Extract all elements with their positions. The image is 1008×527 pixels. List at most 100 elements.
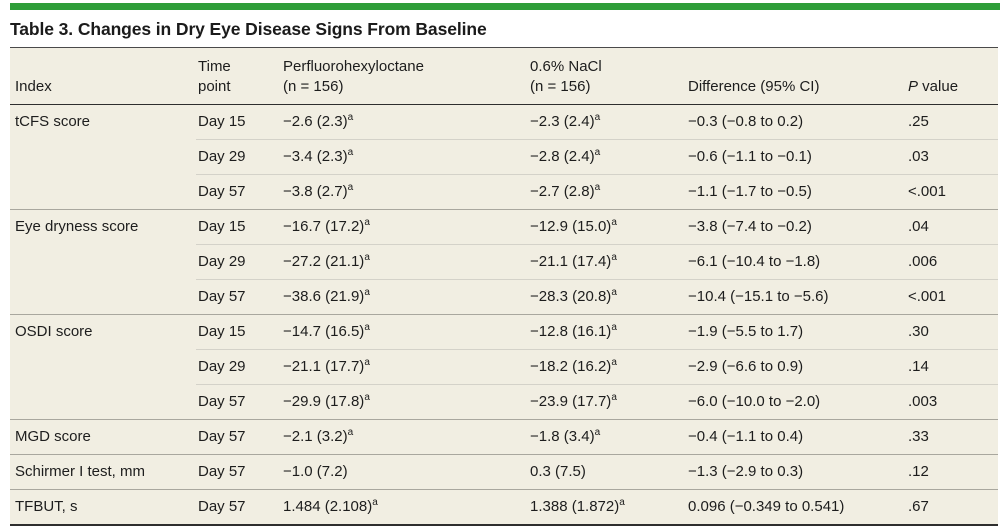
time-point-cell: Day 29 (196, 244, 281, 280)
perfluorohexyloctane-value-cell: −1.0 (7.2) (281, 454, 528, 490)
difference-cell: −0.4 (−1.1 to 0.4) (686, 419, 906, 455)
nacl-value-cell: −2.8 (2.4)a (528, 139, 686, 175)
footnote-marker: a (364, 252, 370, 263)
table-row: Schirmer I test, mm Day 57 −1.0 (7.2) 0.3 (… (10, 454, 998, 490)
perfluorohexyloctane-value-cell: 1.484 (2.108)a (281, 489, 528, 525)
footnote-marker: a (364, 322, 370, 333)
difference-cell: 0.096 (−0.349 to 0.541) (686, 489, 906, 525)
footnote-marker: a (619, 497, 625, 508)
perfluorohexyloctane-value-cell: −38.6 (21.9)a (281, 279, 528, 315)
perfluorohexyloctane-value-cell: −29.9 (17.8)a (281, 384, 528, 420)
nacl-value-cell: −23.9 (17.7)a (528, 384, 686, 420)
col-header-perfluorohexyloctane: Perfluorohexyloctane (n = 156) (281, 47, 528, 105)
header-row: Index Time point Perfluorohexyloctane (n… (10, 47, 998, 105)
p-value-cell: .25 (908, 113, 929, 130)
footnote-marker: a (364, 357, 370, 368)
index-cell: Schirmer I test, mm (10, 454, 196, 490)
p-value-cell: .30 (906, 314, 998, 350)
index-cell: TFBUT, s (10, 489, 196, 525)
p-rest: value (918, 78, 959, 95)
accent-bar (10, 3, 1000, 10)
footnote-marker: a (594, 147, 601, 158)
footnote-marker: a (364, 217, 370, 228)
time-point-cell: Day 57 (196, 174, 281, 210)
footnote-marker: a (364, 287, 370, 298)
footnote-marker: a (594, 112, 601, 123)
table-row: Day 57 −38.6 (21.9)a −28.3 (20.8)a −10.4 (−… (10, 279, 998, 315)
p-value-cell: .03 (906, 139, 998, 175)
nacl-value-cell: −18.2 (16.2)a (528, 349, 686, 385)
p-value-cell: .003 (906, 384, 998, 420)
time-point-cell: Day 57 (196, 419, 281, 455)
p-italic: P (908, 78, 919, 95)
p-value-cell: <.001 (906, 279, 998, 315)
difference-cell: −10.4 (−15.1 to −5.6) (686, 279, 906, 315)
difference-cell: −1.9 (−5.5 to 1.7) (686, 314, 906, 350)
table-row: Day 57 −29.9 (17.8)a −23.9 (17.7)a −6.0 (−1… (10, 384, 998, 420)
perfluorohexyloctane-value-cell: −2.1 (3.2)a (281, 419, 528, 455)
perfluorohexyloctane-value-cell: −2.6 (2.3)a (283, 112, 354, 131)
index-cell (10, 385, 196, 420)
footnote-marker: a (364, 392, 370, 403)
difference-cell: −3.8 (−7.4 to −0.2) (686, 209, 906, 245)
time-point-cell: Day 57 (196, 454, 281, 490)
footnote-marker: a (611, 392, 617, 403)
dry-eye-signs-table: Index Time point Perfluorohexyloctane (n… (10, 47, 998, 526)
footnote-marker: a (347, 182, 354, 193)
index-cell (10, 140, 196, 175)
footnote-marker: a (594, 182, 601, 193)
nacl-value-cell: −28.3 (20.8)a (528, 279, 686, 315)
table-row: Day 29 −3.4 (2.3)a −2.8 (2.4)a −0.6 (−1.1 t… (10, 139, 998, 175)
difference-cell: −0.6 (−1.1 to −0.1) (686, 139, 906, 175)
table-row: OSDI score Day 15 −14.7 (16.5)a −12.8 (16.1… (10, 314, 998, 350)
col-header-time-point: Time point (196, 47, 281, 105)
col-header-index: Index (10, 47, 196, 105)
nacl-value-cell: −12.9 (15.0)a (528, 209, 686, 245)
index-cell: Eye dryness score (10, 209, 196, 245)
difference-cell: −6.0 (−10.0 to −2.0) (686, 384, 906, 420)
footnote-marker: a (611, 252, 617, 263)
p-value-cell: <.001 (906, 174, 998, 210)
difference-cell: −1.1 (−1.7 to −0.5) (686, 174, 906, 210)
table-row: Day 57 −3.8 (2.7)a −2.7 (2.8)a −1.1 (−1.7 t… (10, 174, 998, 210)
time-point-cell: Day 29 (196, 349, 281, 385)
index-cell (10, 175, 196, 210)
perfluorohexyloctane-value-cell: −14.7 (16.5)a (281, 314, 528, 350)
table-figure: Table 3. Changes in Dry Eye Disease Sign… (0, 3, 1008, 526)
footnote-marker: a (611, 217, 617, 228)
index-cell (10, 280, 196, 315)
difference-cell: −2.9 (−6.6 to 0.9) (686, 349, 906, 385)
time-point-cell: Day 15 (196, 314, 281, 350)
col-header-nacl: 0.6% NaCl (n = 156) (528, 47, 686, 105)
p-value-cell: .67 (906, 489, 998, 525)
col-header-difference: Difference (95% CI) (686, 47, 906, 105)
footnote-marker: a (347, 427, 354, 438)
nacl-value-cell: −12.8 (16.1)a (528, 314, 686, 350)
footnote-marker: a (611, 322, 617, 333)
index-cell: MGD score (10, 419, 196, 455)
nacl-value-cell: −2.7 (2.8)a (528, 174, 686, 210)
footnote-marker: a (611, 357, 617, 368)
perfluorohexyloctane-value-cell: −27.2 (21.1)a (281, 244, 528, 280)
time-point-cell: Day 57 (196, 384, 281, 420)
index-cell (10, 245, 196, 280)
difference-cell: −6.1 (−10.4 to −1.8) (686, 244, 906, 280)
perfluorohexyloctane-value-cell: −16.7 (17.2)a (281, 209, 528, 245)
table-row: Day 29 −21.1 (17.7)a −18.2 (16.2)a −2.9 (−6… (10, 349, 998, 385)
p-value-cell: .006 (906, 244, 998, 280)
nacl-value-cell: −2.3 (2.4)a (530, 112, 601, 131)
table-row: Day 29 −27.2 (21.1)a −21.1 (17.4)a −6.1 (−1… (10, 244, 998, 280)
footnote-marker: a (611, 287, 617, 298)
nacl-value-cell: −1.8 (3.4)a (528, 419, 686, 455)
footnote-marker: a (594, 427, 601, 438)
p-value-cell: .33 (906, 419, 998, 455)
table-row: Eye dryness score Day 15 −16.7 (17.2)a −12.… (10, 209, 998, 245)
p-value-cell: .14 (906, 349, 998, 385)
index-cell (10, 350, 196, 385)
perfluorohexyloctane-value-cell: −3.8 (2.7)a (281, 174, 528, 210)
table-row: MGD score Day 57 −2.1 (3.2)a −1.8 (3.4)a −0.… (10, 419, 998, 455)
time-point-cell: Day 15 (198, 113, 246, 130)
time-point-cell: Day 15 (196, 209, 281, 245)
p-value-cell: .04 (906, 209, 998, 245)
table-row: tCFS score Day 15 −2.6 (2.3)a −2.3 (2.4)a −0… (10, 105, 998, 140)
